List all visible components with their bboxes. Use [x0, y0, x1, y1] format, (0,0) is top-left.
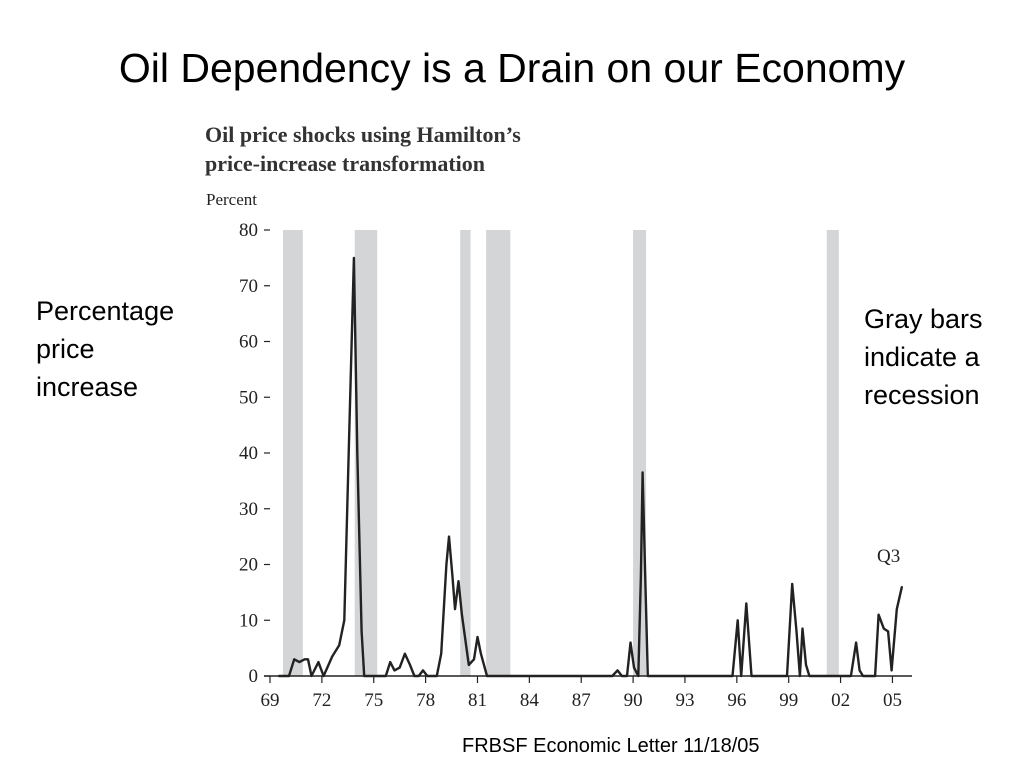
data-point-33	[454, 608, 456, 610]
data-point-36	[467, 663, 470, 666]
data-point-13	[347, 452, 350, 454]
y-axis-label: Percent	[206, 190, 257, 209]
data-point-4	[298, 661, 301, 663]
data-point-30	[445, 563, 448, 566]
chart-title-line-1: Oil price shocks using Hamilton’s	[205, 122, 521, 147]
data-point-65	[855, 641, 858, 644]
data-point-72	[890, 669, 893, 672]
q3-annotation: Q3	[877, 546, 900, 567]
recession-bar-3	[460, 230, 471, 676]
recession-bar-1	[282, 230, 303, 676]
data-point-29	[440, 652, 443, 655]
data-point-49	[641, 471, 644, 474]
data-point-71	[887, 630, 890, 633]
recession-note-line-3: recession	[864, 380, 980, 410]
data-point-35	[461, 613, 463, 616]
y-axis-note-line-2: price	[36, 334, 95, 364]
data-point-38	[476, 636, 479, 638]
y-tick-label-0: 0	[249, 666, 259, 687]
data-point-11	[338, 644, 341, 647]
recession-note: Gray bars indicate a recession	[864, 300, 1019, 414]
data-point-26	[422, 669, 424, 672]
source-citation: FRBSF Economic Letter 11/18/05	[462, 735, 760, 757]
recession-bar-6	[826, 230, 839, 676]
data-point-15	[356, 452, 359, 454]
recession-bar-4	[486, 230, 511, 676]
data-point-58	[791, 583, 794, 585]
data-point-23	[409, 663, 411, 666]
y-tick-label-80: 80	[239, 220, 258, 241]
x-tick-label-72: 72	[312, 690, 331, 711]
data-point-19	[389, 661, 392, 663]
x-tick-label-93: 93	[675, 690, 694, 711]
data-point-3	[293, 658, 296, 661]
recession-note-line-1: Gray bars	[864, 304, 983, 334]
x-tick-label-84: 84	[520, 690, 540, 711]
chart-title: Oil price shocks using Hamilton’s price-…	[205, 120, 765, 178]
data-point-55	[745, 602, 748, 605]
data-point-48	[639, 574, 642, 577]
data-point-10	[331, 655, 334, 658]
data-point-5	[303, 658, 306, 661]
recession-note-line-2: indicate a	[864, 342, 980, 372]
x-tick-label-81: 81	[468, 690, 487, 711]
data-point-16	[360, 630, 363, 633]
chart-title-line-2: price-increase transformation	[205, 151, 486, 176]
y-axis-note-line-3: increase	[36, 372, 139, 402]
y-tick-label-30: 30	[239, 499, 258, 520]
data-point-42	[616, 669, 619, 672]
y-tick-label-40: 40	[239, 443, 258, 464]
data-point-50	[644, 574, 647, 577]
data-point-20	[393, 669, 396, 672]
x-tick-label-78: 78	[416, 690, 435, 711]
axes: 0 10 20 30 40 50 60 70 80 69 72 75 78 81 84 87 90 93 96 99 0…	[239, 220, 912, 711]
data-point-32	[451, 574, 454, 577]
x-tick-label-99: 99	[779, 690, 798, 711]
data-point-69	[877, 613, 880, 616]
data-point-31	[448, 535, 450, 538]
data-point-66	[858, 669, 861, 672]
data-point-22	[403, 652, 406, 655]
recession-bars	[282, 230, 839, 676]
x-tick-label-05: 05	[883, 690, 902, 711]
recession-bar-5	[633, 230, 647, 676]
data-point-59	[795, 630, 798, 633]
y-tick-label-50: 50	[239, 387, 258, 408]
y-tick-label-20: 20	[239, 555, 258, 576]
data-point-6	[307, 658, 309, 661]
x-tick-label-96: 96	[727, 690, 746, 711]
x-tick-label-02: 02	[831, 690, 850, 711]
y-tick-label-60: 60	[239, 332, 258, 353]
y-tick-label-10: 10	[239, 610, 258, 631]
x-tick-label-75: 75	[364, 690, 383, 711]
data-point-37	[473, 658, 475, 661]
data-point-46	[633, 666, 635, 669]
y-axis-note-line-1: Percentage	[36, 296, 175, 326]
x-tick-label-90: 90	[624, 690, 643, 711]
data-point-73	[895, 608, 898, 610]
data-point-61	[801, 627, 804, 630]
x-tick-label-69: 69	[261, 690, 280, 711]
data-point-14	[352, 256, 355, 259]
x-tick-label-87: 87	[572, 690, 591, 711]
data-point-39	[480, 652, 482, 655]
data-point-34	[457, 580, 460, 583]
data-point-62	[805, 663, 807, 666]
y-tick-label-70: 70	[239, 276, 258, 297]
data-point-12	[343, 619, 346, 622]
data-point-21	[398, 666, 401, 669]
data-point-53	[736, 619, 739, 622]
y-axis-note: Percentage price increase	[36, 292, 211, 406]
data-point-70	[882, 627, 885, 630]
data-point-45	[629, 641, 632, 644]
slide-title: Oil Dependency is a Drain on our Economy	[118, 45, 906, 91]
oil-price-chart: 0 10 20 30 40 50 60 70 80 69 72 75 78 81 84 87 90 93 96 99 0…	[206, 190, 912, 711]
oil-shock-series-line	[278, 256, 904, 678]
data-point-8	[317, 661, 320, 663]
data-point-74	[901, 585, 903, 588]
